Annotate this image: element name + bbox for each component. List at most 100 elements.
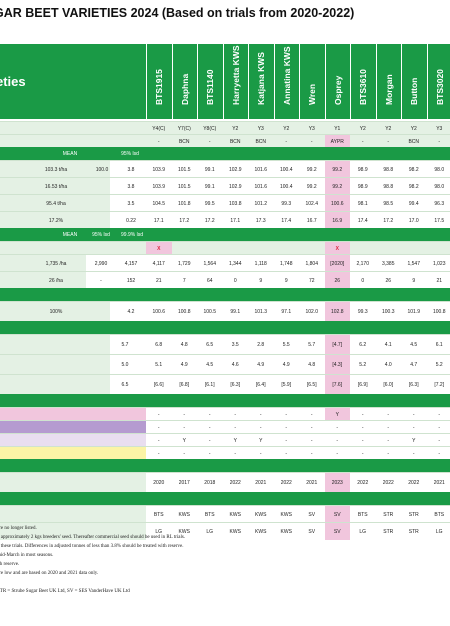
value-cell: 9: [412, 277, 416, 284]
value-cell: Y: [412, 437, 416, 444]
value-cell: -: [183, 450, 186, 457]
row-label-blank: [0, 122, 146, 135]
value-cell: [6.1]: [204, 382, 215, 388]
value-cell: -: [183, 411, 186, 418]
lsd-cell: 3.8: [127, 166, 135, 173]
footnote-line: STR = Strube Sugar Beet UK Ltd, SV = SES…: [0, 589, 130, 594]
variety-header: Osprey: [324, 44, 350, 119]
variety-header: Wren: [299, 44, 325, 119]
row-mean-value: 26 /ha: [26, 272, 86, 289]
value-cell: 0: [233, 277, 237, 284]
value-cell: -: [157, 424, 160, 431]
table-subtitle: eties: [0, 74, 26, 89]
value-cell: Y3: [436, 125, 443, 132]
value-cell: 99.4: [408, 200, 419, 207]
value-cell: 99.2: [306, 183, 317, 190]
value-cell: -: [336, 450, 339, 457]
value-cell: 104.5: [152, 200, 165, 207]
variety-header: Annatina KWS: [273, 44, 299, 119]
value-cell: 5.1: [155, 362, 163, 368]
value-cell: 98.5: [383, 200, 394, 207]
section-band: [0, 288, 450, 301]
value-cell: 99.2: [324, 178, 350, 195]
value-cell: 101.9: [407, 309, 420, 315]
value-cell: 5.7: [308, 342, 316, 348]
value-cell: 17.2: [204, 217, 215, 224]
value-cell: Y: [259, 437, 263, 444]
value-cell: Y2: [385, 125, 392, 132]
value-cell: X: [146, 242, 172, 255]
value-cell: SV: [308, 511, 316, 518]
value-cell: Y3: [257, 125, 264, 132]
value-cell: 102.9: [228, 166, 242, 173]
value-cell: Y2: [283, 125, 290, 132]
variety-header: Morgan: [375, 44, 401, 119]
value-cell: 2022: [408, 480, 420, 486]
yield-row: 95.4 t/ha 3.5 104.5 101.8 99.5 103.8 101.2 99.3…: [0, 194, 450, 212]
variety-header: BTS1915: [146, 44, 172, 119]
value-cell: -: [438, 138, 441, 145]
value-cell: BTS: [153, 511, 164, 518]
variety-name: BTS1140: [205, 69, 216, 105]
value-cell: 103.8: [228, 200, 242, 207]
value-cell: BTS: [204, 511, 215, 518]
mean-header: MEAN: [30, 147, 110, 160]
value-cell: [6.6]: [153, 382, 164, 388]
value-cell: 98.9: [357, 166, 368, 173]
value-cell: 100.4: [279, 183, 293, 190]
value-cell: 2020: [153, 480, 165, 486]
value-cell: 72: [308, 277, 315, 284]
value-cell: 1,729: [177, 260, 191, 267]
variety-name: Morgan: [383, 74, 394, 105]
row-mean-value: 16.53 t/ha: [26, 178, 86, 195]
footnote-line: are no longer listed.: [0, 526, 37, 531]
value-cell: -: [157, 411, 160, 418]
value-cell: [4.3]: [324, 355, 350, 375]
value-cell: -: [208, 424, 211, 431]
variety-name: BTS1915: [154, 69, 165, 105]
value-cell: -: [387, 138, 390, 145]
value-cell: KWS: [229, 511, 241, 518]
value-cell: 4.7: [410, 362, 418, 368]
value-cell: 17.1: [153, 217, 164, 224]
value-cell: 1,344: [228, 260, 242, 267]
company-row: LG KWS LG KWS KWS KWS SV SV LG STR STR LG: [0, 522, 450, 540]
value-cell: -: [387, 437, 390, 444]
value-cell: 99.1: [204, 166, 215, 173]
value-cell: -: [310, 138, 313, 145]
value-cell: 4.8: [180, 342, 188, 348]
value-cell: 103.9: [152, 166, 165, 173]
feature-row: ------------: [0, 420, 450, 434]
value-cell: KWS: [255, 511, 267, 518]
variety-header: Harryetta KWS: [222, 44, 248, 119]
value-cell: LG: [155, 528, 163, 535]
value-cell: -: [157, 450, 160, 457]
value-cell: 21: [155, 277, 162, 284]
value-cell: 100.6: [324, 195, 350, 212]
value-cell: Y4(C): [152, 125, 166, 132]
row-label-cell: [0, 523, 146, 540]
value-cell: [6.3]: [408, 382, 419, 388]
value-cell: 100.4: [279, 166, 293, 173]
row-label-cell: [0, 506, 146, 523]
value-cell: -: [183, 424, 186, 431]
value-cell: BTS: [434, 511, 445, 518]
company-row: BTS KWS BTS KWS KWS KWS SV SV BTS STR STR BTS: [0, 505, 450, 523]
value-cell: [6.8]: [179, 382, 190, 388]
value-cell: -: [157, 437, 160, 444]
value-cell: 1,748: [279, 260, 293, 267]
value-cell: 102.8: [324, 302, 350, 322]
value-cell: [5.9]: [281, 382, 292, 388]
value-cell: 17.5: [434, 217, 445, 224]
variety-name: BTS3610: [358, 69, 369, 105]
lsd95-header: 95% lsd: [86, 228, 116, 241]
mean-header-row-2: MEAN 95% lsd 99.9% lsd: [0, 228, 450, 241]
value-cell: -: [234, 424, 237, 431]
value-cell: 6.2: [359, 342, 367, 348]
value-cell: BCN: [178, 138, 190, 145]
value-cell: 98.2: [408, 183, 419, 190]
row-mean-value: 17.2%: [26, 212, 86, 229]
value-cell: 64: [206, 277, 213, 284]
value-cell: 102.9: [228, 183, 242, 190]
value-cell: 102.4: [305, 200, 318, 207]
